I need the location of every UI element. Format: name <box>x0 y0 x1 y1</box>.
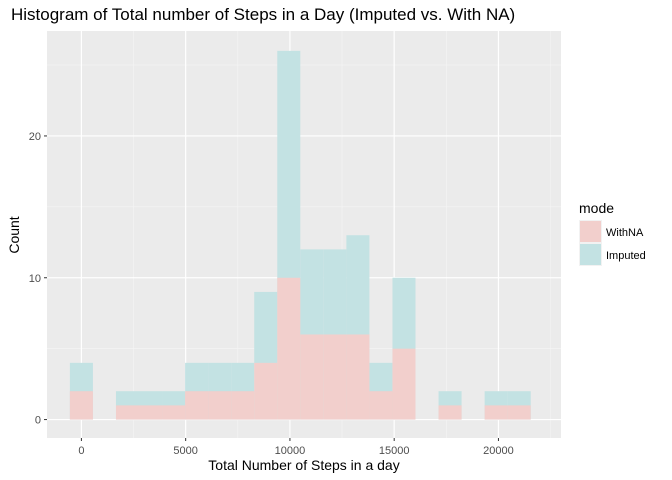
bar-withna <box>231 391 255 420</box>
bar-withna <box>69 391 93 420</box>
y-tick-label: 10 <box>29 273 41 285</box>
bar-withna <box>300 334 324 420</box>
bar-withna <box>392 348 416 420</box>
bar-withna <box>323 334 347 420</box>
histogram-bars <box>69 50 531 420</box>
bar-withna <box>139 405 163 420</box>
x-axis-title: Total Number of Steps in a day <box>208 457 399 473</box>
y-tick-label: 20 <box>29 131 41 143</box>
y-axis-ticks: 0 10 20 <box>29 131 47 427</box>
legend-key-swatch <box>580 244 601 265</box>
legend-label: WithNA <box>606 227 644 239</box>
x-axis-ticks: 0 5000 10000 15000 20000 <box>78 438 514 457</box>
x-tick-label: 20000 <box>483 445 514 457</box>
y-tick-label: 0 <box>35 415 41 427</box>
legend-items: WithNA Imputed <box>579 220 646 266</box>
x-tick-label: 15000 <box>379 445 410 457</box>
chart-title: Histogram of Total number of Steps in a … <box>11 5 515 24</box>
y-axis-title: Count <box>6 216 22 253</box>
bar-withna <box>277 277 301 420</box>
bar-withna <box>162 405 186 420</box>
x-tick-label: 10000 <box>275 445 306 457</box>
x-tick-label: 0 <box>78 445 84 457</box>
bar-withna <box>115 405 140 420</box>
legend: mode WithNA Imputed <box>579 200 646 266</box>
x-tick-label: 5000 <box>173 445 197 457</box>
bar-withna <box>438 405 462 420</box>
bar-withna <box>254 362 278 420</box>
bar-withna <box>484 405 508 420</box>
bar-withna <box>369 391 393 420</box>
bar-withna <box>507 405 531 420</box>
legend-label: Imputed <box>606 250 646 262</box>
bar-withna <box>185 391 209 420</box>
legend-title: mode <box>579 200 614 216</box>
bar-withna <box>208 391 232 420</box>
legend-key-swatch <box>580 221 601 242</box>
minor-gridlines <box>47 31 561 438</box>
bar-withna <box>346 334 370 420</box>
